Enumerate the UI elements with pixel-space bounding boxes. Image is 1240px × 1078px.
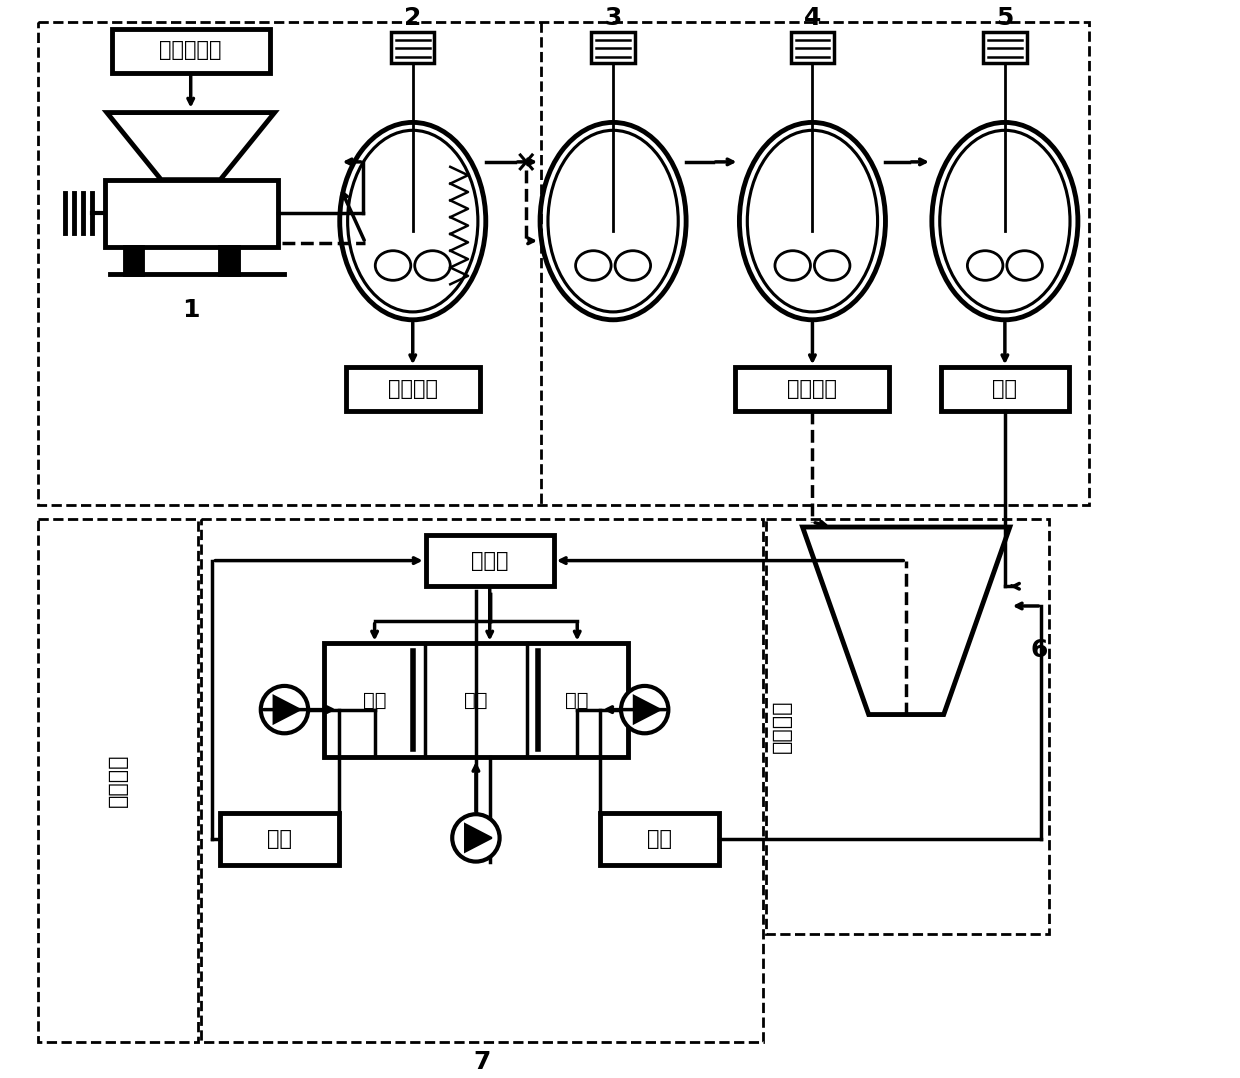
Polygon shape (274, 695, 300, 723)
Text: 碱液回用: 碱液回用 (771, 700, 792, 754)
Ellipse shape (575, 251, 611, 280)
Bar (941, 368, 1069, 411)
Text: 4: 4 (804, 5, 821, 30)
Bar (124, 247, 143, 275)
Bar (105, 180, 278, 247)
Polygon shape (465, 824, 492, 852)
Ellipse shape (541, 123, 686, 320)
Circle shape (453, 814, 500, 861)
Bar (983, 31, 1027, 64)
Text: 脱硝催化剂: 脱硝催化剂 (160, 40, 222, 60)
Bar (791, 31, 835, 64)
Ellipse shape (347, 130, 477, 312)
Polygon shape (802, 527, 1009, 715)
Circle shape (260, 686, 309, 733)
Text: 7: 7 (474, 1050, 491, 1074)
Ellipse shape (376, 251, 410, 280)
Ellipse shape (940, 130, 1070, 312)
Polygon shape (634, 695, 661, 723)
Text: 酸室: 酸室 (363, 691, 387, 709)
Text: 盐水罐: 盐水罐 (471, 551, 508, 570)
Bar (221, 247, 238, 275)
Text: 酸液回用: 酸液回用 (108, 754, 128, 807)
Text: 钨酸: 钨酸 (992, 378, 1017, 399)
Ellipse shape (748, 130, 878, 312)
Polygon shape (107, 112, 274, 180)
Text: 偏钒酸铵: 偏钒酸铵 (787, 378, 837, 399)
Text: 1: 1 (182, 298, 200, 322)
Bar (735, 368, 889, 411)
Bar (37, 520, 197, 1042)
Bar (221, 813, 339, 865)
Ellipse shape (414, 251, 450, 280)
Ellipse shape (615, 251, 651, 280)
Ellipse shape (548, 130, 678, 312)
Text: 碱室: 碱室 (565, 691, 589, 709)
Bar (766, 520, 1049, 934)
Circle shape (621, 686, 668, 733)
Text: 二氧化钛: 二氧化钛 (388, 378, 438, 399)
Text: 碱罐: 碱罐 (647, 829, 672, 848)
Text: 5: 5 (996, 5, 1013, 30)
Text: 盐室: 盐室 (464, 691, 487, 709)
Bar (591, 31, 635, 64)
Bar (425, 535, 554, 586)
Text: 2: 2 (404, 5, 422, 30)
Bar (201, 520, 763, 1042)
Ellipse shape (739, 123, 885, 320)
Ellipse shape (967, 251, 1003, 280)
Text: 酸罐: 酸罐 (267, 829, 293, 848)
Ellipse shape (931, 123, 1078, 320)
Ellipse shape (815, 251, 849, 280)
Text: 3: 3 (604, 5, 621, 30)
Bar (346, 368, 480, 411)
Ellipse shape (775, 251, 811, 280)
Bar (324, 644, 627, 757)
Ellipse shape (1007, 251, 1043, 280)
Bar (600, 813, 719, 865)
Bar (37, 22, 1089, 506)
Text: 6: 6 (1030, 638, 1048, 662)
Ellipse shape (340, 123, 486, 320)
Bar (391, 31, 434, 64)
Bar (112, 29, 269, 73)
